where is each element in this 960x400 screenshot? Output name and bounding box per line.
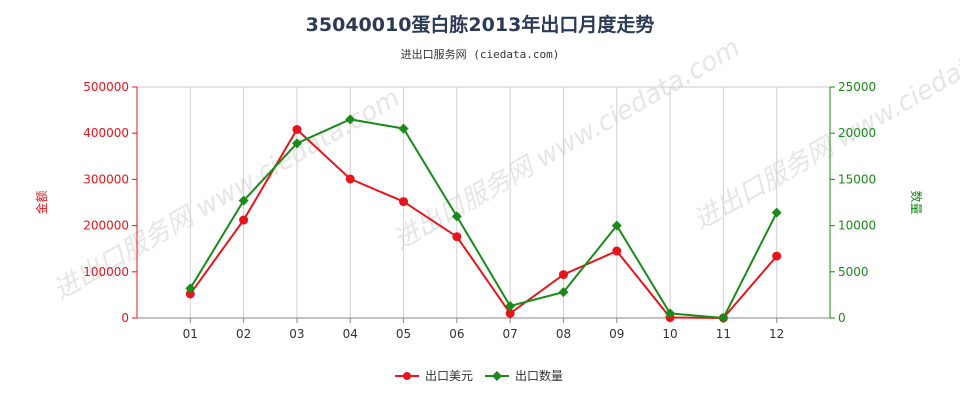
legend-marker xyxy=(492,371,502,381)
series-layer xyxy=(185,114,782,323)
series-point xyxy=(505,300,516,311)
x-axis-tick-label: 04 xyxy=(343,327,358,341)
series-line xyxy=(189,118,778,320)
left-axis-tick-label: 300000 xyxy=(83,172,129,186)
series-point xyxy=(451,211,462,222)
right-axis-tick-label: 5000 xyxy=(838,265,869,279)
x-axis-tick-label: 05 xyxy=(396,327,411,341)
left-axis-label: 金额 xyxy=(34,190,49,214)
series-point xyxy=(238,195,249,206)
left-axis-tick-label: 400000 xyxy=(83,126,129,140)
right-axis-tick-label: 20000 xyxy=(838,126,876,140)
series-point xyxy=(345,174,355,184)
right-axis-tick-label: 25000 xyxy=(838,80,876,94)
series-point xyxy=(505,308,515,318)
x-axis-tick-label: 03 xyxy=(289,327,304,341)
series-point xyxy=(665,308,676,319)
left-axis-tick-label: 0 xyxy=(121,311,129,325)
right-axis-tick-label: 10000 xyxy=(838,219,876,233)
chart-title: 35040010蛋白胨2013年出口月度走势 xyxy=(305,14,655,36)
series-point xyxy=(345,114,356,125)
x-axis-tick-label: 01 xyxy=(183,327,198,341)
series-point xyxy=(239,215,249,225)
x-axis-tick-label: 02 xyxy=(236,327,251,341)
series-point xyxy=(558,270,568,280)
x-axis-tick-label: 09 xyxy=(609,327,624,341)
legend-label: 出口美元 xyxy=(425,369,473,383)
axes-layer: 0 100000 200000 300000 400000 500000 金额 0 5000 10… xyxy=(34,80,924,341)
series-point xyxy=(292,125,302,135)
watermark-text: 进出口服务网 www.ciedata.com xyxy=(389,33,746,256)
left-axis-tick-label: 100000 xyxy=(83,265,129,279)
series-point xyxy=(612,246,622,256)
series-point xyxy=(185,283,196,294)
x-axis-tick-label: 11 xyxy=(716,327,731,341)
series-point xyxy=(452,232,462,242)
left-axis-tick-label: 200000 xyxy=(83,219,129,233)
series-point xyxy=(771,207,782,218)
right-axis-label: 数量 xyxy=(909,190,924,214)
series-point xyxy=(772,251,782,261)
x-axis-tick-label: 08 xyxy=(556,327,571,341)
chart-subtitle: 进出口服务网 (ciedata.com) xyxy=(400,48,560,61)
x-axis-tick-label: 12 xyxy=(769,327,784,341)
legend-marker xyxy=(403,372,411,380)
x-axis-tick-label: 07 xyxy=(503,327,518,341)
right-axis-tick-label: 0 xyxy=(838,311,846,325)
series-point xyxy=(558,287,569,298)
series-point xyxy=(611,220,622,231)
left-axis-tick-label: 500000 xyxy=(83,80,129,94)
series-point xyxy=(398,123,409,134)
series-point xyxy=(399,197,409,207)
legend-layer: 出口美元 出口数量 xyxy=(395,368,563,383)
series-point xyxy=(185,289,195,299)
x-axis-tick-label: 06 xyxy=(449,327,464,341)
series-point xyxy=(718,313,729,323)
right-axis-tick-label: 15000 xyxy=(838,172,876,186)
series-point xyxy=(291,138,302,149)
series-line xyxy=(189,127,778,320)
x-axis-tick-label: 10 xyxy=(662,327,677,341)
legend-label: 出口数量 xyxy=(515,368,563,383)
